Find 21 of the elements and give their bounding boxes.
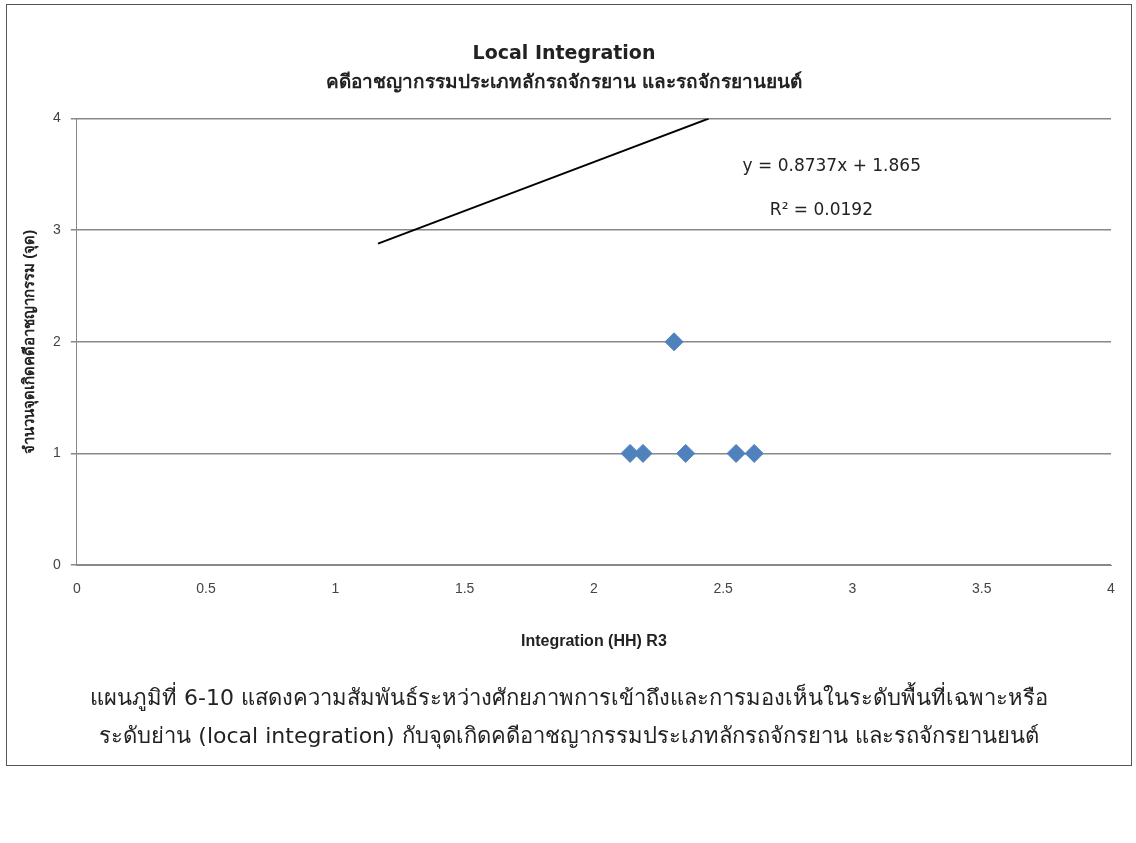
y-tick-label: 0 [52, 555, 61, 572]
x-tick-label: 0.5 [196, 580, 216, 597]
chart-subtitle: คดีอาชญากรรมประเภทลักรถจักรยาน และรถจักรยานยนต์ [325, 70, 803, 94]
x-tick-label: 3.5 [971, 580, 992, 597]
y-tick-label: 2 [52, 332, 61, 349]
y-tick-label: 3 [52, 221, 61, 238]
x-tick-label: 4 [1107, 580, 1116, 597]
y-tick-label: 1 [52, 444, 61, 461]
chart-title: Local Integration [472, 41, 656, 64]
y-tick-label: 4 [52, 109, 61, 126]
x-tick-label: 2 [589, 580, 598, 597]
x-tick-label: 0 [72, 580, 81, 597]
x-tick-label: 1 [331, 580, 340, 597]
x-tick-label: 1.5 [454, 580, 475, 597]
annotation: R² = 0.0192 [769, 198, 874, 219]
x-tick-label: 2.5 [713, 580, 734, 597]
y-axis-title: จำนวนจุดเกิดคดีอาชญากรรม (จุด) [20, 229, 40, 454]
x-tick-label: 3 [848, 580, 857, 597]
annotation: y = 0.8737x + 1.865 [742, 154, 921, 175]
text: แผนภูมิที่ 6-10 แสดงความสัมพันธ์ระหว่างศักยภาพการเข้าถึงและการมองเห็นในระดับพื้นที่เฉพาะหรือระดับย่าน (local integration) กับจุดเกิดคดีอาชญากรรมประเภทลักรถจักรยาน และรถจักรยานยนต์ [89, 681, 1049, 751]
x-axis-title: Integration (HH) R3 [521, 631, 667, 649]
